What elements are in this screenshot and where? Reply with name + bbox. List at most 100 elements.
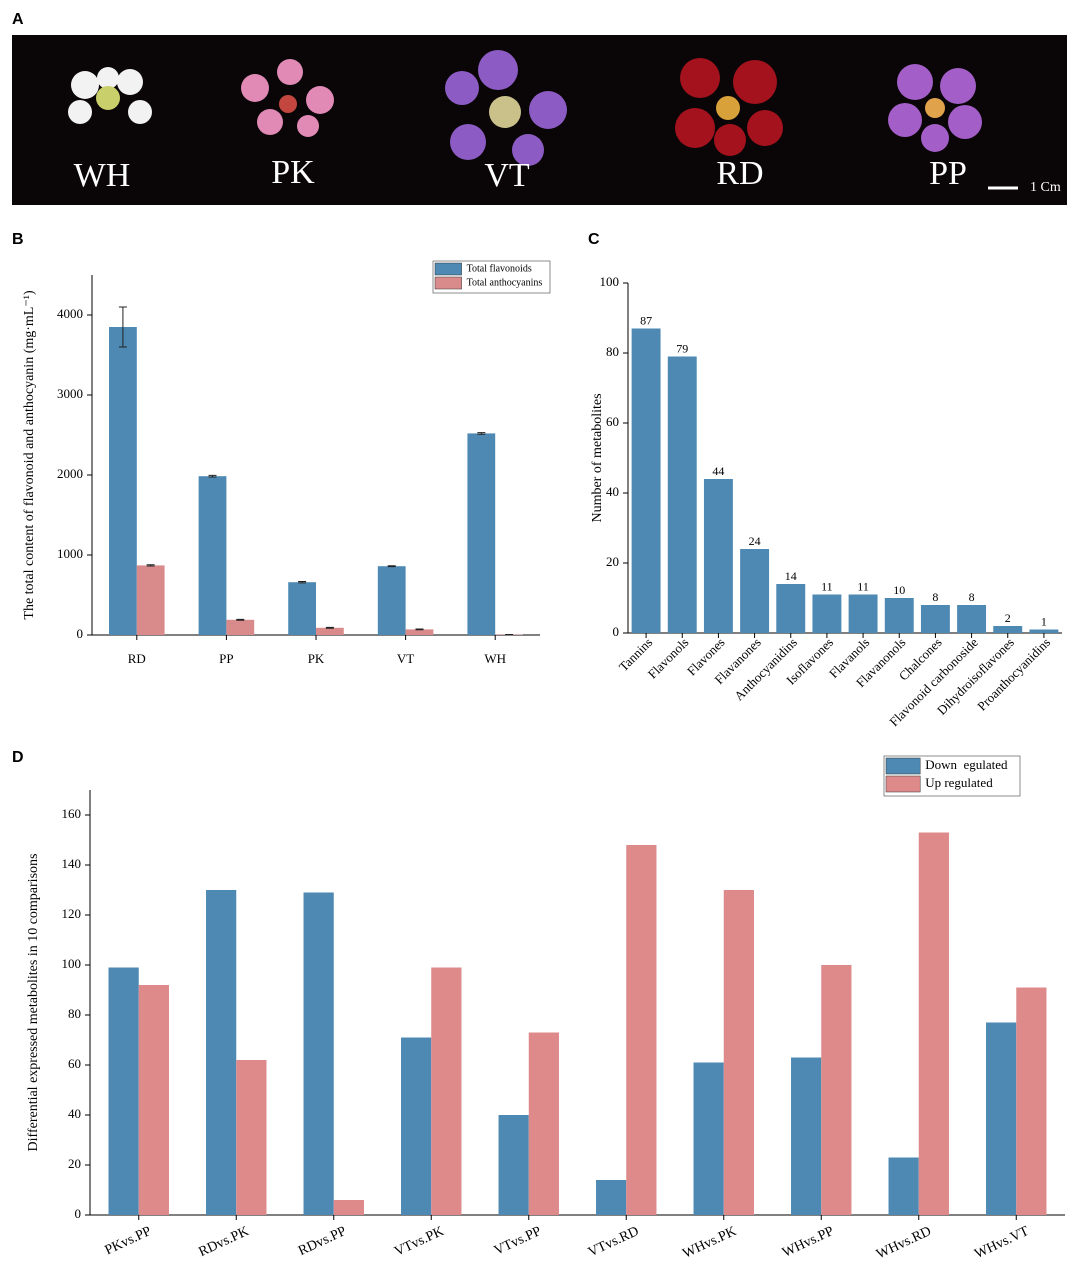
y-tick-label: 80 <box>606 344 619 359</box>
data-label: 11 <box>821 579 833 593</box>
bar <box>109 327 137 635</box>
data-label: 10 <box>893 583 905 597</box>
bar <box>724 890 754 1215</box>
panel-letter: A <box>12 11 24 28</box>
bar <box>206 890 236 1215</box>
y-tick-label: 40 <box>68 1106 81 1121</box>
bar <box>740 549 769 633</box>
legend-swatch <box>435 277 462 289</box>
bar <box>316 628 344 635</box>
bar <box>957 605 986 633</box>
bar <box>467 433 495 635</box>
bar <box>529 1033 559 1216</box>
bar <box>626 845 656 1215</box>
y-tick-label: 2000 <box>57 466 83 481</box>
legend-label: Down egulated <box>925 757 1008 772</box>
bar <box>431 968 461 1216</box>
photo-label: WH <box>74 157 131 194</box>
data-label: 24 <box>749 534 761 548</box>
x-tick-label: WHvs.PP <box>780 1224 836 1261</box>
y-tick-label: 140 <box>62 856 82 871</box>
data-label: 1 <box>1041 614 1047 628</box>
bar <box>694 1063 724 1216</box>
y-tick-label: 20 <box>68 1156 81 1171</box>
bar <box>1029 630 1058 634</box>
data-label: 8 <box>932 590 938 604</box>
error-bar <box>415 629 423 630</box>
data-label: 44 <box>712 464 724 478</box>
x-tick-label: WHvs.VT <box>972 1224 1031 1262</box>
panel-letter: C <box>588 231 600 248</box>
bar <box>288 582 316 635</box>
error-bar <box>236 619 244 620</box>
legend-label: Total anthocyanins <box>467 277 543 288</box>
bar <box>401 1038 431 1216</box>
y-tick-label: 0 <box>75 1206 82 1221</box>
y-tick-label: 100 <box>62 956 82 971</box>
bar <box>378 566 406 635</box>
data-label: 2 <box>1005 611 1011 625</box>
bar <box>812 595 841 634</box>
bar <box>921 605 950 633</box>
y-tick-label: 20 <box>606 554 619 569</box>
bar <box>776 584 805 633</box>
x-tick-label: PP <box>219 651 233 666</box>
x-tick-label: RDvs.PP <box>296 1224 349 1259</box>
bar <box>304 893 334 1216</box>
y-tick-label: 60 <box>68 1056 81 1071</box>
bar <box>596 1180 626 1215</box>
bar <box>499 1115 529 1215</box>
bar <box>334 1200 364 1215</box>
x-tick-label: RDvs.PK <box>197 1224 252 1260</box>
bar <box>139 985 169 1215</box>
bar <box>109 968 139 1216</box>
y-tick-label: 100 <box>600 274 620 289</box>
x-tick-label: Anthocyanidins <box>731 635 800 704</box>
bar <box>236 1060 266 1215</box>
bar <box>704 479 733 633</box>
x-tick-label: WHvs.RD <box>874 1224 934 1262</box>
data-label: 8 <box>969 590 975 604</box>
x-tick-label: PKvs.PP <box>103 1224 154 1259</box>
error-bar <box>388 566 396 567</box>
y-tick-label: 40 <box>606 484 619 499</box>
bar <box>137 565 165 635</box>
bar <box>919 833 949 1216</box>
bar <box>1016 988 1046 1216</box>
bar <box>889 1158 919 1216</box>
x-tick-label: VTvs.PK <box>392 1224 446 1260</box>
y-tick-label: 0 <box>77 626 84 641</box>
bar <box>199 476 227 635</box>
legend-label: Up regulated <box>925 775 993 790</box>
photo-label: PK <box>271 154 315 191</box>
panel-letter: D <box>12 749 24 766</box>
x-tick-label: WHvs.PK <box>681 1224 739 1262</box>
y-tick-label: 4000 <box>57 306 83 321</box>
bar <box>821 965 851 1215</box>
x-tick-label: WH <box>484 651 506 666</box>
bar <box>668 357 697 634</box>
y-axis-label: Differential expressed metabolites in 10… <box>26 854 41 1152</box>
bar <box>226 620 254 635</box>
x-tick-label: VTvs.RD <box>586 1224 641 1260</box>
x-tick-label: RD <box>128 651 146 666</box>
y-tick-label: 60 <box>606 414 619 429</box>
figure: A WH PK VT RD PP 1 Cm B01000200030004000… <box>0 0 1069 1286</box>
legend-swatch <box>435 263 462 275</box>
panel-letter: B <box>12 231 24 248</box>
x-tick-label: PK <box>308 651 325 666</box>
data-label: 79 <box>676 341 688 355</box>
bar <box>993 626 1022 633</box>
bar <box>986 1023 1016 1216</box>
photo-label: RD <box>716 155 763 192</box>
y-tick-label: 3000 <box>57 386 83 401</box>
y-tick-label: 1000 <box>57 546 83 561</box>
y-tick-label: 80 <box>68 1006 81 1021</box>
error-bar <box>326 627 334 628</box>
bar <box>885 598 914 633</box>
y-tick-label: 0 <box>613 624 620 639</box>
legend-swatch <box>886 776 920 792</box>
scale-label: 1 Cm <box>1030 180 1061 195</box>
data-label: 14 <box>785 569 797 583</box>
data-label: 11 <box>857 579 869 593</box>
